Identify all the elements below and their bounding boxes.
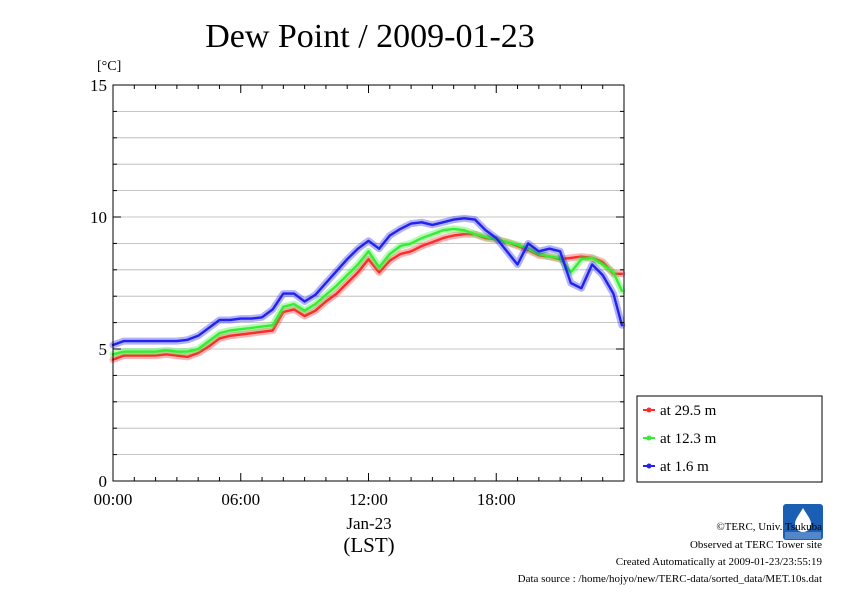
credit-observation-site: Observed at TERC Tower site <box>689 539 822 551</box>
series-layer <box>109 214 626 364</box>
y-tick-label-1: 5 <box>99 340 108 359</box>
terc-logo <box>783 504 823 545</box>
legend-items: at 29.5 m at 12.3 m at 1.6 m <box>643 403 717 475</box>
credit-created-timestamp: Created Automatically at 2009-01-23/23:5… <box>615 556 822 568</box>
legend-label-1: at 12.3 m <box>660 431 717 447</box>
y-axis-unit-label: [°C] <box>97 59 121 74</box>
legend-marker-0 <box>646 407 652 413</box>
x-tick-label-1: 06:00 <box>221 490 260 509</box>
credit-data-source: Data source : /home/hojyo/new/TERC-data/… <box>517 573 822 585</box>
legend-label-0: at 29.5 m <box>660 403 717 419</box>
y-tick-label-2: 10 <box>90 208 107 227</box>
axis-ticks <box>112 84 625 482</box>
y-tick-label-3: 15 <box>90 76 107 95</box>
terc-logo-icon <box>783 504 823 540</box>
series-line-2 <box>111 217 624 347</box>
legend-box <box>636 395 823 483</box>
x-tick-label-3: 18:00 <box>477 490 516 509</box>
legend-label-2: at 1.6 m <box>660 459 709 475</box>
y-tick-label-0: 0 <box>99 472 108 491</box>
x-axis-date-label: Jan-23 <box>346 514 391 533</box>
plot-frame <box>112 84 625 482</box>
x-axis-timezone-label: (LST) <box>343 533 394 557</box>
tick-labels: 0 5 10 15 00:00 06:00 12:00 18:00 <box>90 76 516 509</box>
grid-lines <box>113 111 624 456</box>
x-tick-label-0: 00:00 <box>94 490 133 509</box>
series-spread-2 <box>109 214 626 349</box>
legend-marker-1 <box>646 435 652 441</box>
series-line-0 <box>111 232 624 361</box>
legend-marker-2 <box>646 463 652 469</box>
series-line-1 <box>111 227 624 356</box>
chart-title: Dew Point / 2009-01-23 <box>205 18 535 55</box>
credit-copyright: ©TERC, Univ. Tsukuba <box>716 521 822 533</box>
x-tick-label-2: 12:00 <box>349 490 388 509</box>
